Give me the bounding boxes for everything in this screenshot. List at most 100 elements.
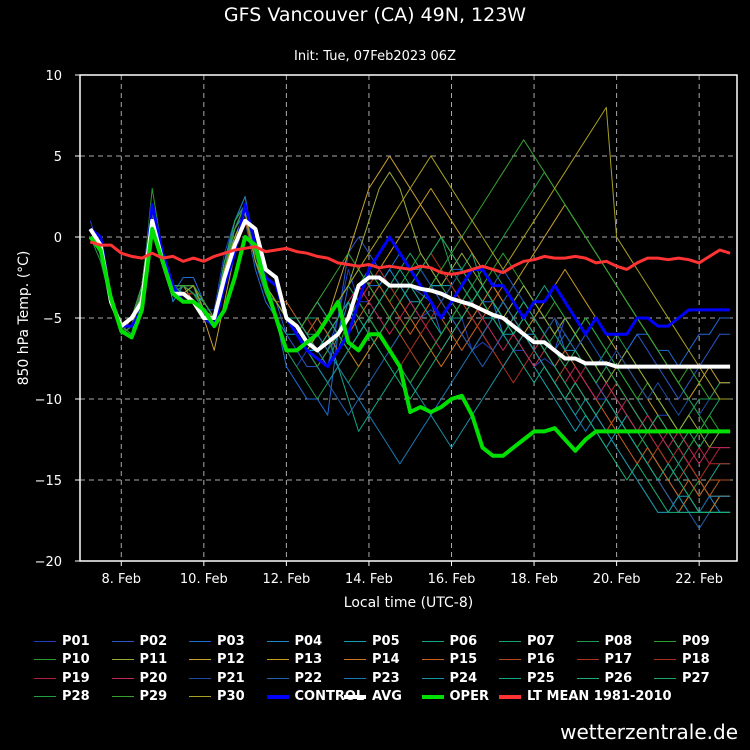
legend-item: P28 (34, 688, 90, 706)
legend-item: P05 (344, 632, 400, 650)
legend-swatch (111, 640, 134, 642)
legend-swatch (576, 659, 599, 660)
legend-label: P10 (62, 652, 90, 667)
legend-swatch (499, 677, 521, 679)
legend-item: P06 (421, 632, 478, 650)
y-tick-label: −20 (35, 555, 62, 570)
series-line-p07 (89, 204, 731, 481)
legend-swatch (576, 640, 599, 642)
legend-item: P13 (266, 651, 323, 669)
legend-label: P13 (294, 652, 323, 667)
legend-label: P18 (682, 652, 710, 667)
series-line-lt-mean-1981-2010 (89, 240, 731, 276)
legend-swatch (344, 677, 366, 679)
x-tick-label: 8. Feb (101, 572, 141, 587)
legend-swatch (189, 659, 211, 660)
series-line-p23 (89, 196, 731, 513)
legend-swatch (111, 696, 134, 697)
legend-label: P03 (217, 633, 245, 649)
series-line-p25 (89, 204, 731, 513)
legend-label: P12 (217, 652, 245, 667)
legend-item: OPER (421, 688, 489, 706)
legend-label: CONTROL (294, 689, 365, 704)
legend-swatch (654, 640, 676, 642)
series-line-p04 (89, 196, 731, 513)
series-line-p16 (89, 212, 731, 497)
legend-swatch (34, 659, 56, 660)
legend-label: P06 (449, 633, 478, 649)
legend-swatch (34, 640, 56, 642)
legend-item: LT MEAN 1981-2010 (499, 688, 672, 706)
x-tick-label: 14. Feb (345, 572, 393, 587)
legend-swatch (189, 696, 211, 697)
legend-item: P24 (421, 669, 477, 687)
legend-label: P30 (217, 689, 245, 704)
legend-item: P14 (344, 651, 400, 669)
legend-item: P15 (421, 651, 478, 669)
legend-swatch (421, 677, 444, 679)
legend-item: P03 (189, 632, 245, 650)
legend-label: P22 (294, 670, 323, 686)
legend-swatch (189, 677, 211, 679)
y-tick-label: 10 (45, 69, 62, 84)
legend-item: P23 (344, 669, 400, 687)
legend-item: P22 (266, 669, 323, 687)
legend-label: P09 (682, 633, 710, 649)
legend-item: P29 (111, 688, 167, 706)
legend-label: P11 (139, 652, 168, 667)
series-line-p06 (89, 212, 731, 497)
x-tick-label: 10. Feb (180, 572, 228, 587)
legend-label: P27 (682, 670, 710, 686)
legend-swatch (654, 659, 676, 660)
legend-swatch (266, 694, 289, 699)
legend-item: P08 (576, 632, 633, 650)
legend-label: P19 (62, 670, 90, 686)
series-line-p14 (89, 204, 731, 513)
legend-label: P15 (449, 652, 478, 667)
legend-swatch (266, 659, 289, 660)
y-tick-label: −5 (43, 312, 62, 327)
legend-swatch (421, 640, 444, 642)
series-line-avg (88, 218, 731, 369)
legend-item: P25 (499, 669, 555, 687)
legend-item: P16 (499, 651, 555, 669)
x-axis-label: Local time (UTC-8) (344, 595, 473, 611)
legend-item: P21 (189, 669, 245, 687)
legend-item: P01 (34, 632, 90, 650)
legend-item: P12 (189, 651, 245, 669)
legend-item: CONTROL (266, 688, 365, 706)
series-line-p29 (89, 139, 731, 400)
legend-swatch (421, 659, 444, 660)
y-tick-label: −15 (35, 474, 62, 489)
legend-swatch (499, 694, 521, 699)
legend-label: P08 (604, 633, 633, 649)
chart-subtitle: Init: Tue, 07Feb2023 06Z (294, 49, 456, 64)
legend-item: P20 (111, 669, 167, 687)
legend-label: P04 (294, 633, 323, 649)
legend-label: AVG (372, 689, 402, 704)
chart-title: GFS Vancouver (CA) 49N, 123W (223, 4, 527, 26)
temperature-chart: −20 −15 −10 −5 0 5 10 8. Feb 10. Feb 12. Feb 14. F… (16, 69, 738, 611)
legend-item: P02 (111, 632, 168, 650)
legend-label: P23 (372, 670, 400, 686)
legend-label: P14 (372, 652, 400, 667)
legend-label: P02 (139, 633, 168, 649)
series-line-p30 (89, 106, 731, 400)
series-line-p10 (89, 187, 731, 497)
series-line-p26 (89, 204, 731, 513)
y-tick-label: 0 (54, 231, 62, 246)
series-line-oper (88, 226, 731, 458)
legend-item: AVG (344, 688, 402, 706)
legend-item: P04 (266, 632, 323, 650)
legend-swatch (189, 640, 211, 642)
legend-swatch (111, 677, 134, 679)
legend-label: LT MEAN 1981-2010 (527, 689, 672, 704)
legend-swatch (654, 677, 676, 679)
legend-swatch (34, 677, 56, 679)
legend-item: P27 (654, 669, 710, 687)
legend-label: P25 (527, 670, 555, 686)
legend-swatch (344, 659, 366, 660)
legend-swatch (576, 677, 599, 679)
legend-item: P26 (576, 669, 632, 687)
legend-item: P17 (576, 651, 632, 669)
